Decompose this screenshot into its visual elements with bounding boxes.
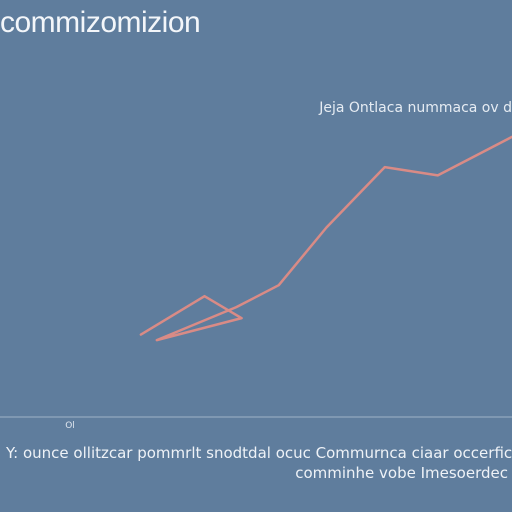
series-group [139,135,512,342]
caption-line-1: Y: ounce ollitzcar pommrlt snodtdal ocuc… [6,444,512,462]
chart-subtitle: Jeja Ontlaca nummaca ov d [319,100,512,116]
chart-title: commizomizion [0,6,201,39]
caption-line-2: comminhe vobe Imesoerdec [295,464,508,482]
x-axis-ticks: Ol [65,421,75,431]
x-tick-label: Ol [65,421,75,431]
series-line [139,135,512,342]
